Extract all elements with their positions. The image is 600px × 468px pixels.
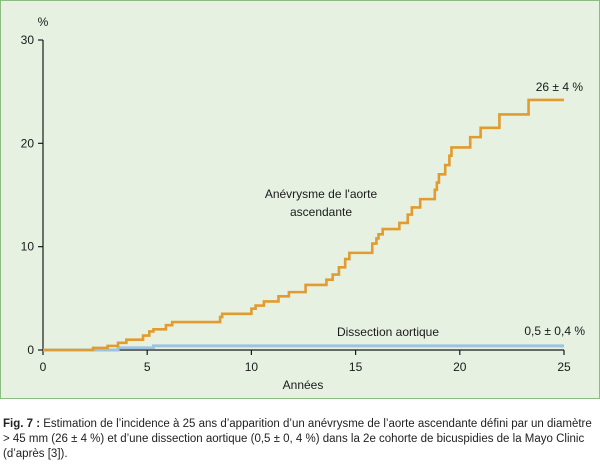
y-ticks: 0 10 20 30 xyxy=(21,33,43,357)
figure-panel: % 0 10 20 30 0 5 10 15 20 25 Anévrysme de l'aort… xyxy=(0,0,600,399)
x-tick-label: 20 xyxy=(453,360,467,374)
y-tick-label: 30 xyxy=(21,33,35,47)
series-label-aneurysm: ascendante xyxy=(290,205,352,219)
y-tick-label: 0 xyxy=(27,343,34,357)
figure-caption: Fig. 7 : Estimation de l’incidence à 25 … xyxy=(3,417,599,462)
series-line-aneurysm xyxy=(43,98,564,352)
chart: % 0 10 20 30 0 5 10 15 20 25 Anévrysme de l'aort… xyxy=(21,15,586,392)
x-ticks: 0 5 10 15 20 25 xyxy=(40,350,571,374)
x-axis-title: Années xyxy=(283,378,324,392)
series-end-label-aneurysm: 26 ± 4 % xyxy=(536,80,584,94)
series-label-aneurysm: Anévrysme de l'aorte xyxy=(265,187,378,201)
series-labels: Anévrysme de l'aorte ascendante 26 ± 4 % Di… xyxy=(265,80,585,339)
x-tick-label: 25 xyxy=(557,360,571,374)
y-tick-label: 10 xyxy=(21,240,35,254)
series-layer xyxy=(43,98,564,352)
caption-label: Fig. 7 : xyxy=(3,418,41,430)
y-tick-label: 20 xyxy=(21,136,35,150)
series-label-dissection: Dissection aortique xyxy=(337,325,439,339)
x-tick-label: 5 xyxy=(144,360,151,374)
y-unit-label: % xyxy=(38,15,49,29)
caption-text: Estimation de l’incidence à 25 ans d’app… xyxy=(3,418,592,460)
series-line-dissection xyxy=(43,344,564,352)
x-tick-label: 10 xyxy=(245,360,259,374)
series-end-label-dissection: 0,5 ± 0,4 % xyxy=(524,324,585,338)
x-tick-label: 15 xyxy=(349,360,363,374)
x-tick-label: 0 xyxy=(40,360,47,374)
